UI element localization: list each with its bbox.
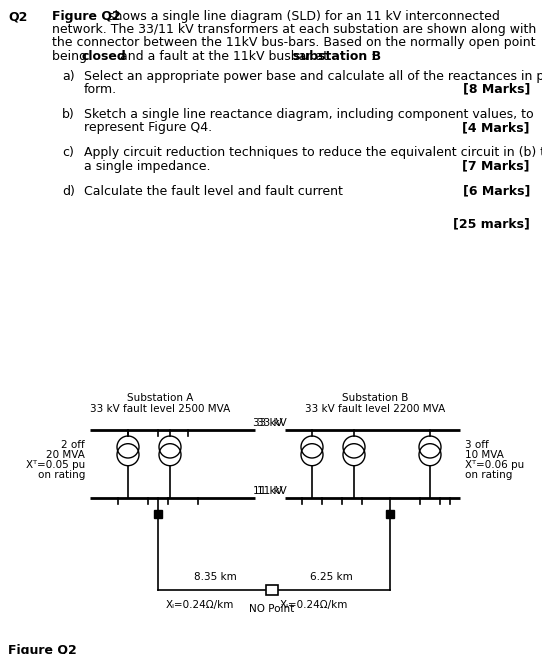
Text: 33 kV: 33 kV — [257, 418, 287, 428]
Bar — [154, 510, 162, 518]
Bar — [386, 510, 394, 518]
Text: 11 kV: 11 kV — [257, 486, 287, 496]
Text: being: being — [52, 50, 91, 63]
Text: [4 Marks]: [4 Marks] — [462, 121, 530, 134]
Text: Substation B: Substation B — [342, 393, 408, 403]
Text: d): d) — [62, 185, 75, 198]
Text: c): c) — [62, 146, 74, 160]
Text: Xᵀ=0.06 pu: Xᵀ=0.06 pu — [465, 460, 524, 470]
Text: a): a) — [62, 69, 75, 82]
Text: closed: closed — [81, 50, 126, 63]
Text: :: : — [370, 50, 374, 63]
Text: on rating: on rating — [465, 470, 512, 480]
Text: Substation A: Substation A — [127, 393, 193, 403]
Text: 33 kV fault level 2200 MVA: 33 kV fault level 2200 MVA — [305, 404, 445, 414]
Text: [7 Marks]: [7 Marks] — [462, 160, 530, 173]
Text: NO Point: NO Point — [249, 604, 295, 614]
Text: represent Figure Q4.: represent Figure Q4. — [84, 121, 212, 134]
Text: b): b) — [62, 108, 75, 121]
Text: 20 MVA: 20 MVA — [46, 450, 85, 460]
Text: 33 kV fault level 2500 MVA: 33 kV fault level 2500 MVA — [90, 404, 230, 414]
Text: 11 kV: 11 kV — [253, 486, 283, 496]
Text: form.: form. — [84, 83, 117, 95]
Text: shows a single line diagram (SLD) for an 11 kV interconnected: shows a single line diagram (SLD) for an… — [104, 10, 500, 23]
Text: 3 off: 3 off — [465, 440, 489, 450]
Text: Select an appropriate power base and calculate all of the reactances in pu: Select an appropriate power base and cal… — [84, 69, 542, 82]
Text: Calculate the fault level and fault current: Calculate the fault level and fault curr… — [84, 185, 343, 198]
Text: the connector between the 11kV bus-bars. Based on the normally open point: the connector between the 11kV bus-bars.… — [52, 37, 535, 50]
Text: [25 marks]: [25 marks] — [453, 217, 530, 230]
Text: network. The 33/11 kV transformers at each substation are shown along with: network. The 33/11 kV transformers at ea… — [52, 23, 536, 36]
Text: Xₗ=0.24Ω/km: Xₗ=0.24Ω/km — [280, 600, 349, 610]
Text: [6 Marks]: [6 Marks] — [463, 185, 530, 198]
Text: 33 kV: 33 kV — [253, 418, 283, 428]
Text: 8.35 km: 8.35 km — [193, 572, 236, 582]
Bar — [266, 585, 278, 595]
Text: [8 Marks]: [8 Marks] — [463, 83, 530, 95]
Text: Apply circuit reduction techniques to reduce the equivalent circuit in (b) to: Apply circuit reduction techniques to re… — [84, 146, 542, 160]
Text: 2 off: 2 off — [61, 440, 85, 450]
Text: 10 MVA: 10 MVA — [465, 450, 504, 460]
Text: Figure Q2: Figure Q2 — [8, 644, 77, 654]
Text: and a fault at the 11kV busbar at: and a fault at the 11kV busbar at — [116, 50, 332, 63]
Text: a single impedance.: a single impedance. — [84, 160, 210, 173]
Text: Xₗ=0.24Ω/km: Xₗ=0.24Ω/km — [166, 600, 234, 610]
Text: substation B: substation B — [293, 50, 381, 63]
Text: on rating: on rating — [37, 470, 85, 480]
Text: Xᵀ=0.05 pu: Xᵀ=0.05 pu — [26, 460, 85, 470]
Text: Sketch a single line reactance diagram, including component values, to: Sketch a single line reactance diagram, … — [84, 108, 534, 121]
Text: Q2: Q2 — [8, 10, 28, 23]
Text: Figure Q2: Figure Q2 — [52, 10, 121, 23]
Text: 6.25 km: 6.25 km — [309, 572, 352, 582]
